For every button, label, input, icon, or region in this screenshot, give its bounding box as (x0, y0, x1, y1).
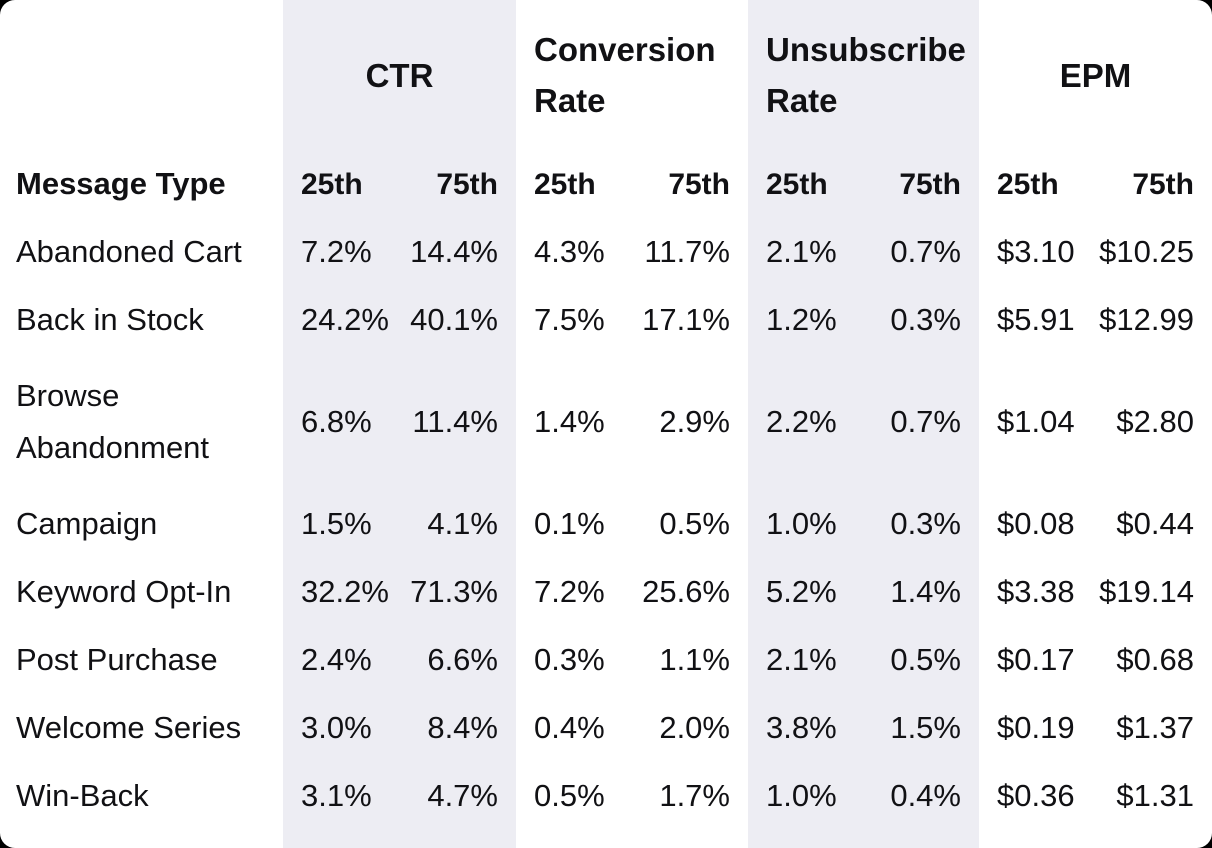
table-cell: 4.7% (427, 777, 498, 813)
table-cell: 6.8% (301, 403, 372, 439)
table-cell: 1.2% (766, 301, 837, 337)
table-cell: 24.2% (301, 301, 389, 337)
conversion-25th-header: 25th (534, 167, 596, 201)
table-cell: 71.3% (410, 573, 498, 609)
table-cell: 1.0% (766, 505, 837, 541)
table-cell: 0.7% (890, 233, 961, 269)
table-cell: 4.3% (534, 233, 605, 269)
table-cell: 1.5% (301, 505, 372, 541)
table-cell: $3.38 (997, 573, 1075, 609)
table-cell: 1.0% (766, 777, 837, 813)
table-cell: $0.08 (997, 505, 1075, 541)
table-cell: $1.04 (997, 403, 1075, 439)
table-cell: 0.5% (534, 777, 605, 813)
table-cell: 11.4% (412, 403, 498, 439)
row-label: Post Purchase (16, 642, 218, 677)
table-cell: 0.1% (534, 505, 605, 541)
table-cell: 0.5% (659, 505, 730, 541)
table-cell: 1.5% (890, 709, 961, 745)
table-cell: $2.80 (1116, 403, 1194, 439)
table-cell: 3.0% (301, 709, 372, 745)
column-group-ctr: CTR (365, 56, 434, 94)
table-cell: 0.7% (890, 403, 961, 439)
epm-25th-header: 25th (997, 167, 1059, 201)
ctr-25th-header: 25th (301, 167, 363, 201)
table-cell: 14.4% (410, 233, 498, 269)
table-cell: 0.3% (890, 301, 961, 337)
table-cell: 17.1% (642, 301, 730, 337)
ctr-highlight-band (283, 0, 516, 848)
table-cell: $1.37 (1116, 709, 1194, 745)
table-cell: 25.6% (642, 573, 730, 609)
unsubscribe-25th-header: 25th (766, 167, 828, 201)
table-cell: 2.1% (766, 641, 837, 677)
table-cell: 3.8% (766, 709, 837, 745)
table-cell: 0.5% (890, 641, 961, 677)
table-cell: 1.4% (890, 573, 961, 609)
column-group-conversion-rate: Conversion Rate (534, 31, 716, 119)
table-cell: $5.91 (997, 301, 1075, 337)
table-cell: 7.2% (301, 233, 372, 269)
table-cell: $1.31 (1116, 777, 1194, 813)
table-cell: 2.1% (766, 233, 837, 269)
column-group-epm: EPM (1059, 56, 1132, 94)
row-label: Win-Back (16, 778, 149, 813)
table-cell: 1.4% (534, 403, 605, 439)
table-cell: 2.2% (766, 403, 837, 439)
table-cell: 4.1% (427, 505, 498, 541)
table-cell: 5.2% (766, 573, 837, 609)
unsubscribe-highlight-band (748, 0, 979, 848)
row-label: Campaign (16, 506, 158, 541)
table-cell: 0.3% (534, 641, 605, 677)
table-cell: 0.3% (890, 505, 961, 541)
row-label: Keyword Opt-In (16, 574, 232, 609)
table-cell: $0.44 (1116, 505, 1194, 541)
table-cell: $0.68 (1116, 641, 1194, 677)
ctr-75th-header: 75th (436, 167, 498, 201)
row-label: Back in Stock (16, 302, 204, 337)
table-cell: 2.9% (659, 403, 730, 439)
table-cell: $19.14 (1099, 573, 1194, 609)
benchmark-table: CTR Conversion Rate Unsubscribe Rate EPM… (0, 0, 1194, 813)
table-cell: 32.2% (301, 573, 389, 609)
table-cell: $0.19 (997, 709, 1075, 745)
table-cell: 3.1% (301, 777, 372, 813)
table-cell: 40.1% (410, 301, 498, 337)
conversion-75th-header: 75th (668, 167, 730, 201)
table-cell: 0.4% (534, 709, 605, 745)
table-cell: $12.99 (1099, 301, 1194, 337)
table-cell: 7.2% (534, 573, 605, 609)
corner-spacer (0, 0, 283, 150)
table-cell: 1.1% (659, 641, 730, 677)
table-cell: 11.7% (644, 233, 730, 269)
table-cell: 2.4% (301, 641, 372, 677)
table-cell: $10.25 (1099, 233, 1194, 269)
table-cell: 0.4% (890, 777, 961, 813)
epm-75th-header: 75th (1132, 167, 1194, 201)
table-cell: 7.5% (534, 301, 605, 337)
table-cell: $0.17 (997, 641, 1075, 677)
row-header-label: Message Type (16, 166, 226, 201)
table-cell: 6.6% (427, 641, 498, 677)
unsubscribe-75th-header: 75th (899, 167, 961, 201)
row-label: Abandoned Cart (16, 234, 242, 269)
table-cell: $0.36 (997, 777, 1075, 813)
row-label: Welcome Series (16, 710, 242, 745)
table-cell: 8.4% (427, 709, 498, 745)
table-cell: $3.10 (997, 233, 1075, 269)
column-group-unsubscribe-rate: Unsubscribe Rate (766, 31, 966, 119)
row-label: Browse Abandonment (16, 378, 210, 465)
table-cell: 1.7% (659, 777, 730, 813)
table-cell: 2.0% (659, 709, 730, 745)
